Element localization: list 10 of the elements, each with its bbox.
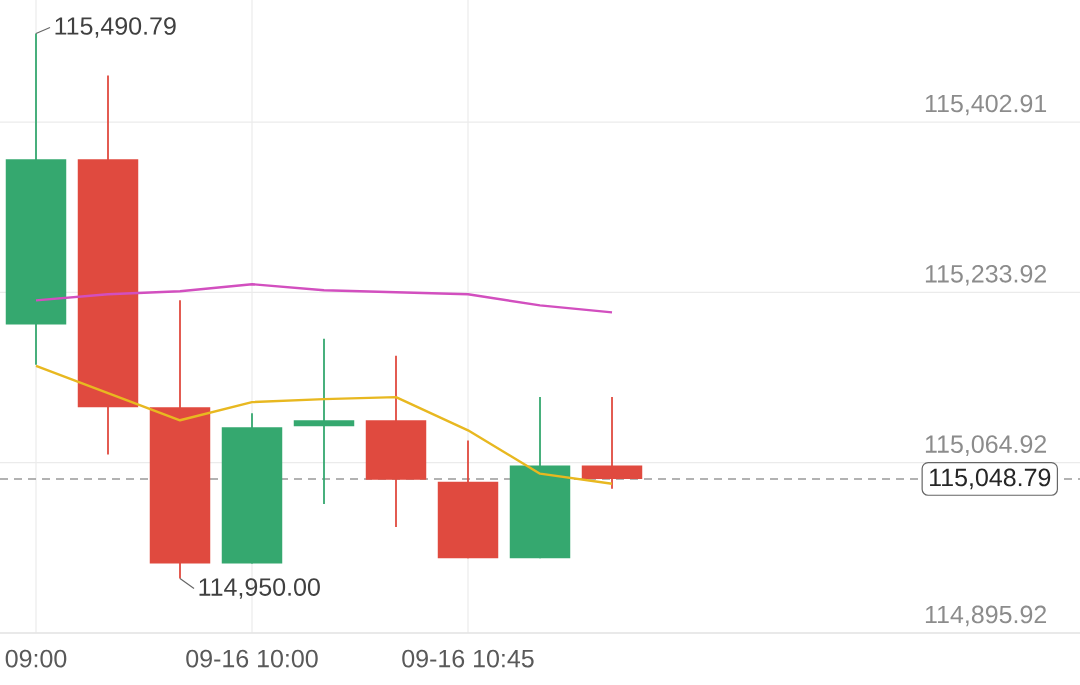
- annotation: 115,490.79: [55, 17, 176, 38]
- x-tick-label: 09-16 10:00: [186, 649, 318, 668]
- x-tick-label: 09:00: [5, 649, 67, 668]
- y-tick-label: 115,233.92: [925, 264, 1047, 286]
- x-tick-label: 09-16 10:45: [402, 649, 534, 668]
- y-tick-label: 114,895.92: [925, 605, 1047, 627]
- y-tick-label: 115,402.91: [925, 94, 1047, 116]
- annotation: 114,950.00: [199, 578, 320, 599]
- y-tick-label: 115,064.92: [925, 435, 1047, 456]
- ref-line-label: 115,048.79: [930, 468, 1051, 490]
